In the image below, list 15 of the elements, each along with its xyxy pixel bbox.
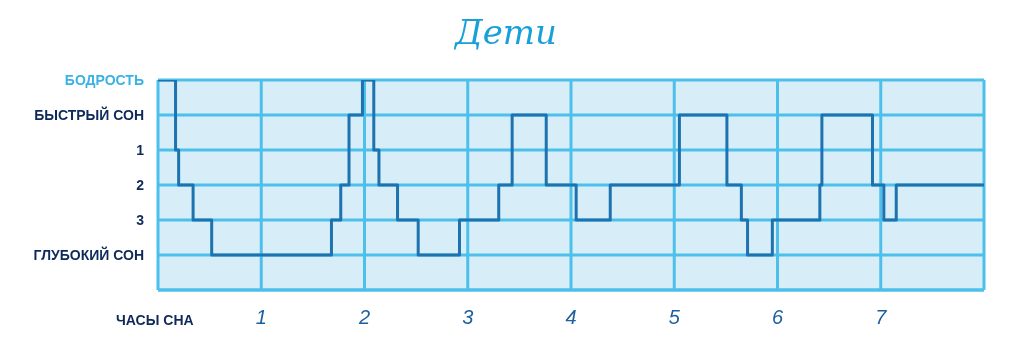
- x-tick-label: 3: [462, 306, 474, 329]
- y-tick-label: БОДРОСТЬ: [64, 72, 144, 88]
- x-tick-label: 7: [875, 306, 888, 329]
- x-axis-title: ЧАСЫ СНА: [116, 312, 194, 328]
- x-tick-label: 5: [668, 306, 681, 329]
- x-tick-label: 6: [771, 306, 784, 329]
- y-tick-label: 1: [136, 142, 145, 158]
- chart-title: Дети: [453, 12, 558, 52]
- x-tick-label: 4: [565, 306, 577, 329]
- x-tick-label: 1: [255, 306, 267, 329]
- y-tick-label: 3: [136, 212, 145, 228]
- y-tick-label: ГЛУБОКИЙ СОН: [33, 246, 144, 263]
- y-tick-label: БЫСТРЫЙ СОН: [34, 106, 144, 123]
- y-tick-label: 2: [136, 177, 145, 193]
- x-tick-label: 2: [357, 306, 371, 329]
